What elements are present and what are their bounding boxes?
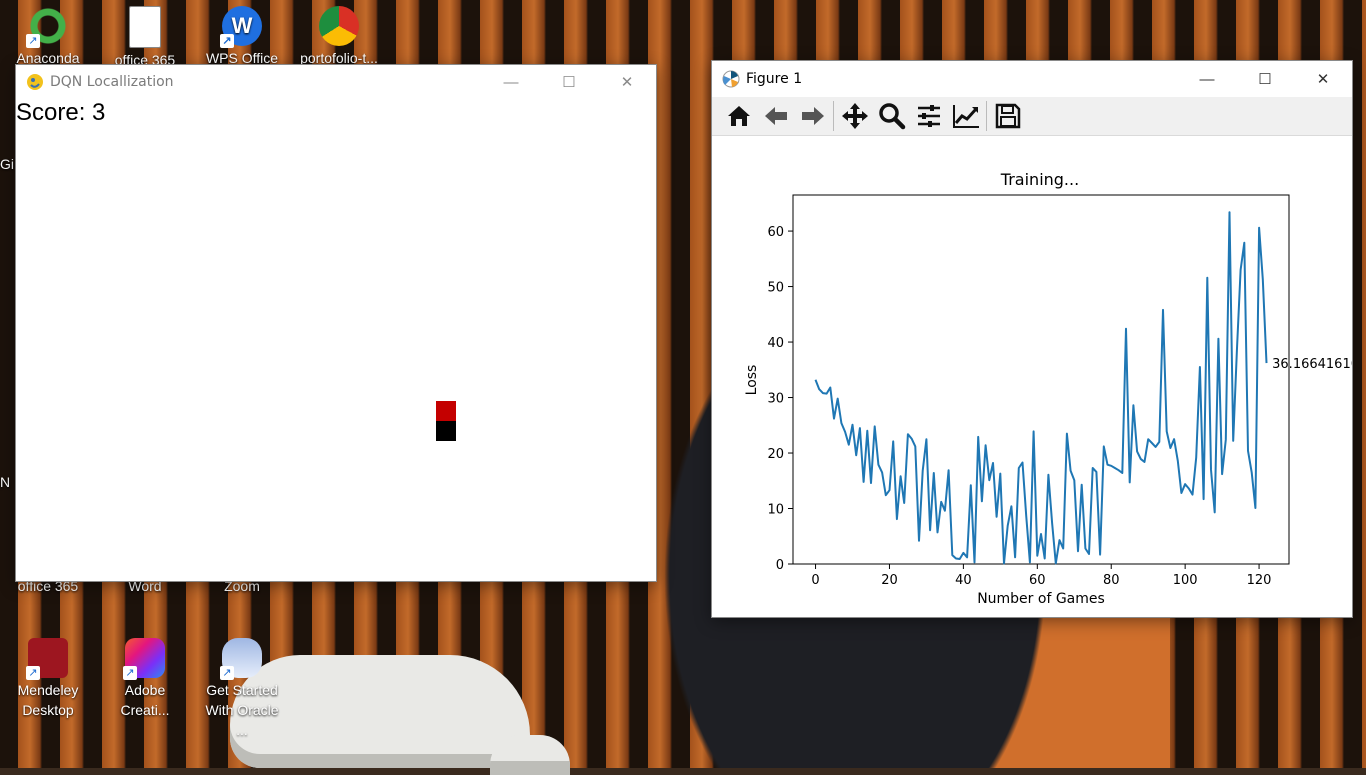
wps-office-icon: W ↗	[220, 6, 262, 48]
forward-button[interactable]	[794, 99, 831, 133]
y-tick-label: 50	[767, 281, 784, 296]
configure-subplots-button[interactable]	[910, 99, 947, 133]
desktop-icon-word[interactable]: Word	[128, 578, 162, 594]
zoom-button[interactable]	[873, 99, 910, 133]
x-tick-label: 0	[811, 573, 819, 588]
pan-button[interactable]	[836, 99, 873, 133]
configure-subplots-icon	[917, 105, 940, 127]
desktop-icon-office365[interactable]: office 365	[17, 578, 79, 594]
figure-titlebar[interactable]: Figure 1 — ☐ ✕	[712, 61, 1352, 97]
desktop-icon-adobe[interactable]: ↗ Adobe Creati...	[101, 638, 189, 720]
wallpaper-shoe	[230, 655, 530, 768]
maximize-button[interactable]: ☐	[562, 74, 576, 91]
y-tick-label: 40	[767, 336, 784, 351]
close-button[interactable]: ✕	[1316, 71, 1330, 88]
x-tick-label: 100	[1173, 573, 1198, 588]
anaconda-icon: ↗	[26, 6, 68, 48]
save-icon	[995, 103, 1020, 129]
desktop-icon-office365-doc[interactable]: office 365	[101, 6, 189, 70]
matplotlib-icon	[722, 70, 740, 88]
y-axis-label: Loss	[744, 365, 760, 396]
desktop-icon-partial-g[interactable]: Gi	[0, 156, 14, 172]
score-label: Score: 3	[16, 99, 106, 126]
game-window-title: DQN Locallization	[50, 74, 174, 90]
x-tick-label: 60	[1029, 573, 1046, 588]
minimize-button[interactable]: —	[1199, 70, 1215, 88]
zoom-icon	[878, 103, 905, 130]
chrome-shortcut-icon	[319, 6, 359, 46]
edit-axis-button[interactable]	[947, 99, 984, 133]
plot-axes-frame	[792, 194, 1290, 565]
y-tick-label: 0	[776, 558, 784, 573]
x-tick-label: 20	[881, 573, 898, 588]
home-icon	[727, 106, 750, 126]
wallpaper-shoe	[490, 735, 570, 775]
agent-cell	[436, 401, 456, 421]
desktop-icon-anaconda[interactable]: ↗ Anaconda	[4, 6, 92, 68]
back-button[interactable]	[757, 99, 794, 133]
figure-canvas[interactable]: Training... 0 20 40 60 80 100 120 0 10 20 30 40 50 60…	[712, 136, 1352, 617]
mendeley-icon: ↗	[26, 638, 68, 680]
figure-toolbar	[712, 97, 1352, 136]
pan-icon	[841, 103, 868, 129]
maximize-button[interactable]: ☐	[1258, 71, 1272, 88]
desktop-icon-mendeley[interactable]: ↗ Mendeley Desktop	[4, 638, 92, 720]
game-window[interactable]: DQN Locallization — ☐ ✕ Score: 3	[16, 65, 656, 581]
toolbar-separator	[833, 101, 834, 131]
x-tick-label: 80	[1103, 573, 1120, 588]
adobe-cc-icon: ↗	[123, 638, 165, 680]
document-icon	[129, 6, 161, 48]
pygame-snake-icon	[27, 74, 43, 90]
home-button[interactable]	[720, 99, 757, 133]
game-titlebar[interactable]: DQN Locallization — ☐ ✕	[16, 65, 656, 99]
y-tick-label: 60	[767, 225, 784, 240]
target-cell	[436, 421, 456, 441]
desktop-icon-portofolio[interactable]: portofolio-t...	[295, 6, 383, 68]
oracle-db-icon: ↗	[220, 638, 262, 680]
figure-window[interactable]: Figure 1 — ☐ ✕	[712, 61, 1352, 617]
back-icon	[764, 107, 787, 125]
edit-axis-icon	[952, 105, 979, 128]
forward-icon	[801, 107, 824, 125]
last-value-annotation: 36.16641616	[1272, 357, 1352, 372]
close-button[interactable]: ✕	[620, 74, 634, 91]
y-tick-label: 20	[767, 447, 784, 462]
y-tick-label: 10	[767, 503, 784, 518]
loss-chart: Training... 0 20 40 60 80 100 120 0 10 20 30 40 50 60…	[744, 170, 1352, 607]
x-tick-label: 120	[1247, 573, 1272, 588]
save-button[interactable]	[989, 99, 1026, 133]
x-tick-label: 40	[955, 573, 972, 588]
desktop-icon-zoom[interactable]: Zoom	[224, 578, 260, 594]
minimize-button[interactable]: —	[503, 73, 519, 91]
toolbar-separator	[986, 101, 987, 131]
desktop-icon-partial-n[interactable]: N	[0, 474, 11, 490]
desktop-icon-oracle[interactable]: ↗ Get Started With Oracle ...	[198, 638, 286, 740]
desktop-icon-wps-office[interactable]: W ↗ WPS Office	[198, 6, 286, 68]
x-axis-label: Number of Games	[977, 591, 1105, 607]
loss-series-line	[814, 211, 1268, 565]
chart-title: Training...	[1000, 170, 1079, 189]
figure-window-title: Figure 1	[746, 71, 803, 87]
y-tick-label: 30	[767, 392, 784, 407]
